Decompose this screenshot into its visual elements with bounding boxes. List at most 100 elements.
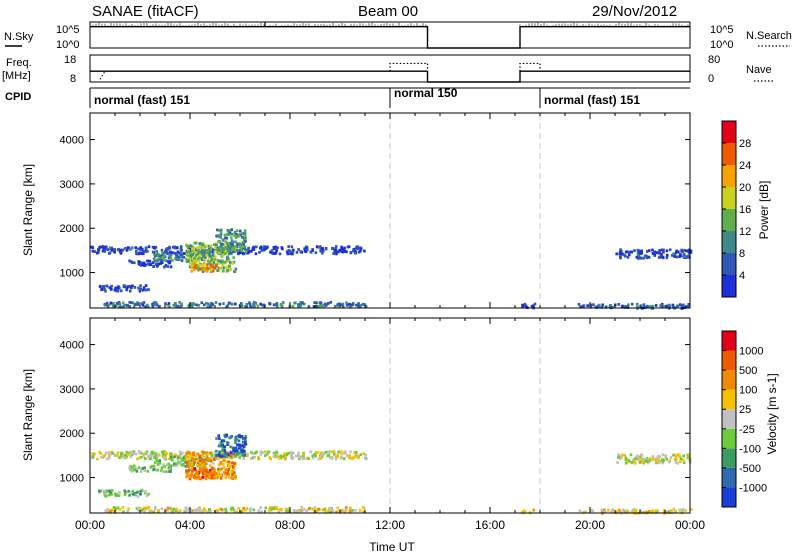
- data-cell: [154, 452, 158, 456]
- data-cell: [303, 457, 306, 461]
- data-cell: [351, 456, 355, 460]
- data-cell: [214, 246, 217, 250]
- data-cell: [185, 474, 189, 478]
- data-cell: [679, 457, 683, 460]
- data-cell: [603, 508, 606, 512]
- data-cell: [327, 507, 331, 510]
- data-cell: [183, 252, 186, 255]
- data-cell: [207, 260, 211, 264]
- data-cell: [303, 247, 306, 251]
- data-cell: [128, 248, 132, 251]
- nsearch-label: N.Search: [746, 30, 792, 42]
- data-cell: [230, 302, 234, 306]
- data-cell: [128, 259, 131, 263]
- data-cell: [182, 459, 185, 462]
- data-cell: [169, 455, 173, 459]
- data-cell: [345, 250, 348, 254]
- data-cell: [233, 462, 236, 465]
- data-cell: [239, 510, 243, 514]
- data-cell: [665, 304, 669, 308]
- data-cell: [105, 457, 109, 461]
- data-cell: [263, 454, 267, 457]
- data-cell: [225, 269, 229, 273]
- data-cell: [180, 457, 184, 461]
- data-cell: [168, 465, 172, 469]
- colorbar-tick-label: 500: [739, 365, 757, 377]
- data-cell: [249, 507, 253, 510]
- data-cell: [626, 255, 630, 259]
- data-cell: [353, 251, 357, 255]
- data-cell: [202, 451, 206, 455]
- data-cell: [324, 247, 328, 251]
- data-cell: [223, 243, 227, 247]
- data-cell: [236, 443, 239, 447]
- data-cell: [197, 259, 200, 263]
- data-cell: [122, 284, 126, 288]
- data-cell: [244, 234, 247, 238]
- data-cell: [193, 459, 196, 463]
- data-cell: [219, 460, 223, 464]
- data-cell: [110, 249, 114, 252]
- data-cell: [221, 443, 224, 447]
- data-cell: [131, 452, 135, 455]
- data-cell: [179, 245, 183, 248]
- data-cell: [316, 245, 319, 249]
- data-cell: [276, 246, 279, 250]
- data-cell: [156, 264, 159, 268]
- y-tick-label: 1000: [60, 268, 84, 280]
- data-cell: [130, 450, 134, 454]
- data-cell: [233, 510, 237, 514]
- power-x-axis: [89, 113, 691, 308]
- data-cell: [624, 456, 628, 460]
- data-cell: [130, 246, 134, 250]
- data-cell: [240, 452, 243, 456]
- data-cell: [353, 451, 356, 455]
- data-cell: [348, 302, 351, 306]
- data-cell: [253, 455, 256, 459]
- data-cell: [330, 450, 334, 454]
- data-cell: [119, 251, 123, 255]
- data-cell: [356, 245, 360, 249]
- data-cell: [166, 247, 170, 251]
- data-cell: [315, 301, 319, 305]
- data-cell: [229, 451, 233, 455]
- data-cell: [218, 302, 222, 306]
- data-cell: [223, 233, 227, 237]
- data-cell: [281, 301, 285, 304]
- data-cell: [134, 452, 138, 456]
- data-cell: [153, 507, 157, 511]
- data-cell: [158, 254, 162, 258]
- data-cell: [598, 303, 601, 307]
- data-cell: [193, 256, 196, 260]
- data-cell: [216, 250, 219, 254]
- data-cell: [217, 456, 221, 460]
- data-cell: [180, 259, 184, 262]
- data-cell: [225, 455, 228, 458]
- data-cell: [338, 302, 341, 306]
- data-cell: [287, 245, 290, 248]
- data-cell: [628, 253, 631, 257]
- data-cell: [183, 510, 186, 514]
- data-cell: [246, 454, 249, 458]
- data-cell: [637, 257, 640, 260]
- data-cell: [151, 250, 155, 254]
- data-cell: [140, 455, 143, 459]
- data-cell: [185, 469, 188, 473]
- data-cell: [160, 466, 164, 470]
- data-cell: [324, 304, 328, 307]
- data-cell: [254, 301, 258, 305]
- data-cell: [148, 259, 152, 263]
- data-cell: [187, 459, 190, 463]
- data-cell: [234, 446, 238, 450]
- data-cell: [224, 236, 227, 240]
- data-cell: [660, 253, 663, 256]
- data-cell: [203, 255, 207, 259]
- data-cell: [215, 234, 218, 238]
- data-cell: [323, 302, 327, 306]
- data-cell: [217, 468, 220, 472]
- data-cell: [188, 477, 192, 481]
- data-cell: [219, 236, 222, 239]
- data-cell: [103, 303, 106, 307]
- data-cell: [194, 261, 198, 265]
